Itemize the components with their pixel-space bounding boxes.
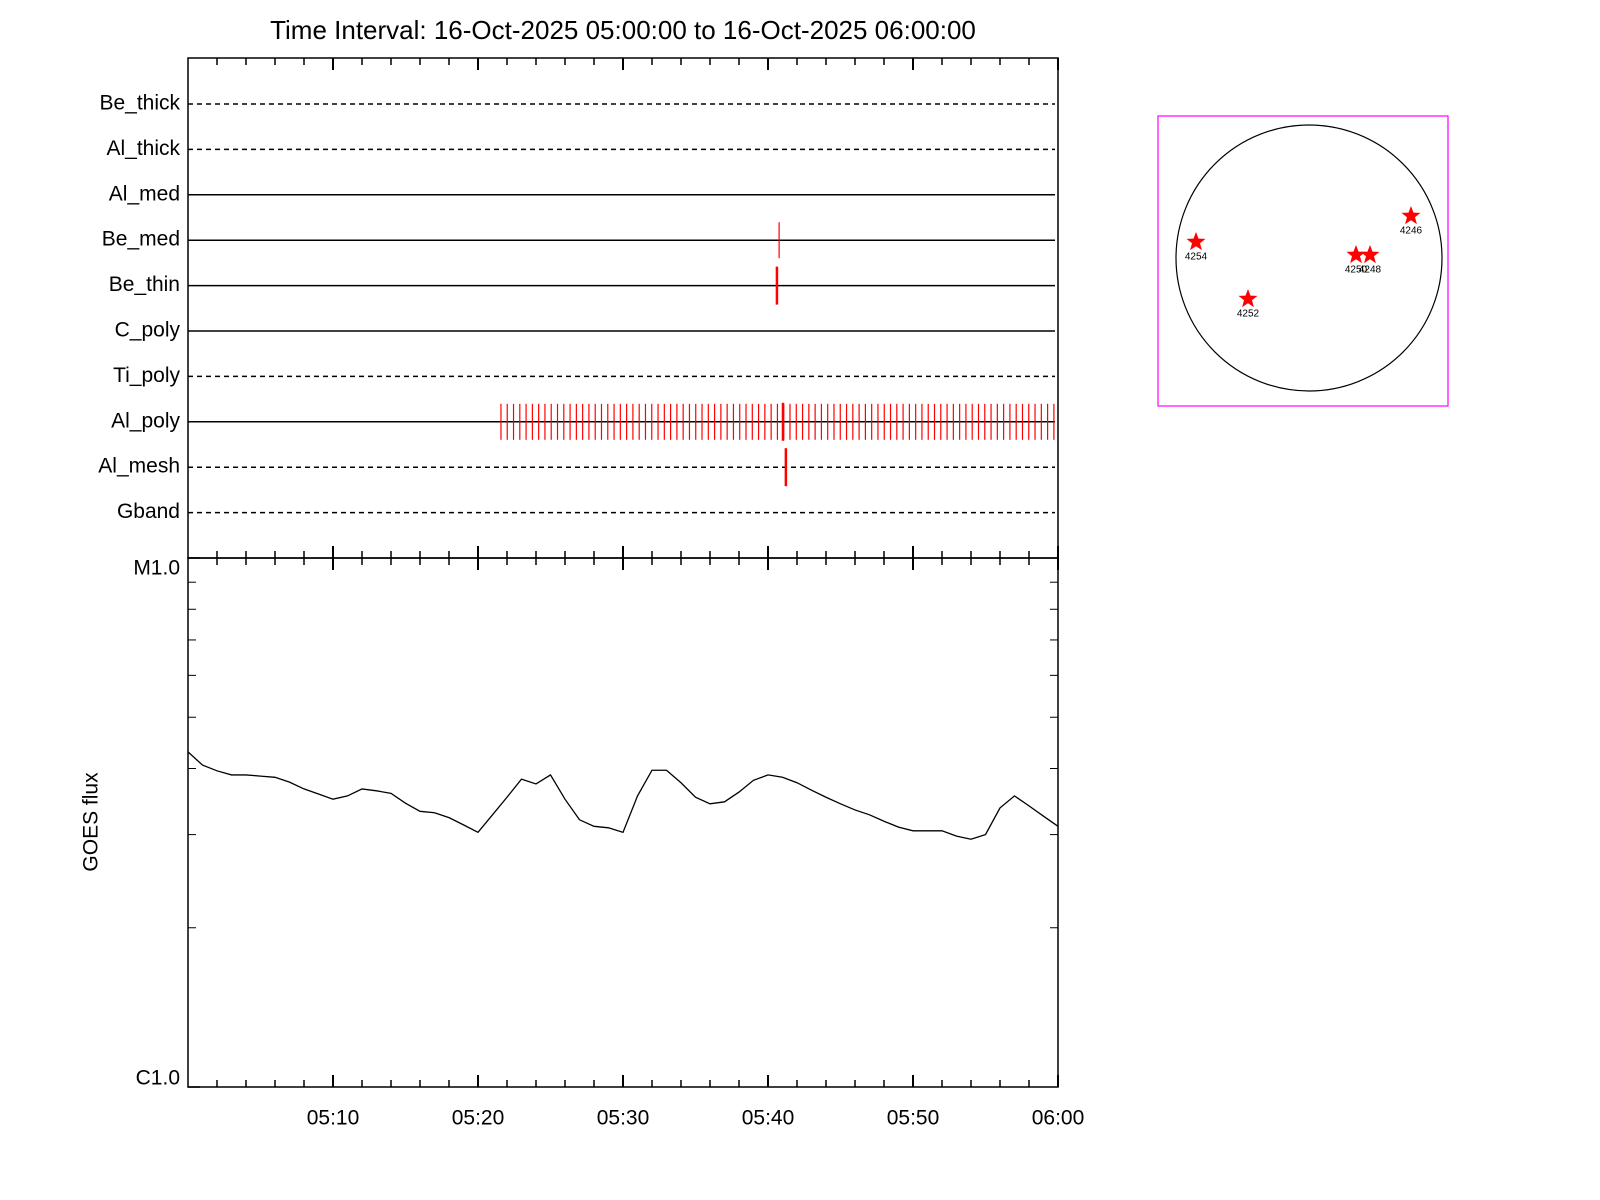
filter-label: C_poly — [115, 319, 181, 342]
region-star — [1186, 232, 1206, 251]
region-label: 4248 — [1359, 265, 1382, 276]
timeline-frame — [187, 57, 1059, 559]
filter-label: Be_thick — [99, 92, 180, 115]
region-label: 4252 — [1237, 309, 1260, 320]
filter-label: Ti_poly — [113, 364, 180, 387]
filter-label: Al_thick — [106, 137, 180, 160]
filter-label: Be_thin — [109, 273, 180, 296]
x-tick-label: 05:30 — [597, 1107, 650, 1130]
map-frame — [1157, 115, 1449, 407]
x-tick-label: 05:50 — [887, 1107, 940, 1130]
x-tick-label: 06:00 — [1032, 1107, 1085, 1130]
sun-disk — [1175, 124, 1443, 392]
filter-label: Al_mesh — [98, 455, 180, 478]
y-axis-label: GOES flux — [80, 772, 103, 872]
x-tick-label: 05:10 — [307, 1107, 360, 1130]
y-tick-label: C1.0 — [136, 1067, 180, 1090]
chart-title: Time Interval: 16-Oct-2025 05:00:00 to 1… — [270, 15, 976, 45]
x-tick-label: 05:20 — [452, 1107, 505, 1130]
flux-line — [187, 751, 1059, 840]
filter-label: Al_poly — [111, 409, 180, 432]
region-star — [1360, 245, 1380, 264]
region-label: 4250 — [1345, 265, 1368, 276]
region-star — [1401, 206, 1421, 225]
region-star — [1238, 289, 1258, 308]
region-label: 4254 — [1185, 252, 1208, 263]
y-tick-label: M1.0 — [133, 557, 180, 580]
filter-label: Al_med — [109, 182, 180, 205]
filter-label: Be_med — [102, 228, 180, 251]
filter-label: Gband — [117, 500, 180, 523]
region-label: 4246 — [1400, 226, 1423, 237]
x-tick-label: 05:40 — [742, 1107, 795, 1130]
flux-frame — [187, 557, 1059, 1088]
region-star — [1346, 245, 1366, 264]
